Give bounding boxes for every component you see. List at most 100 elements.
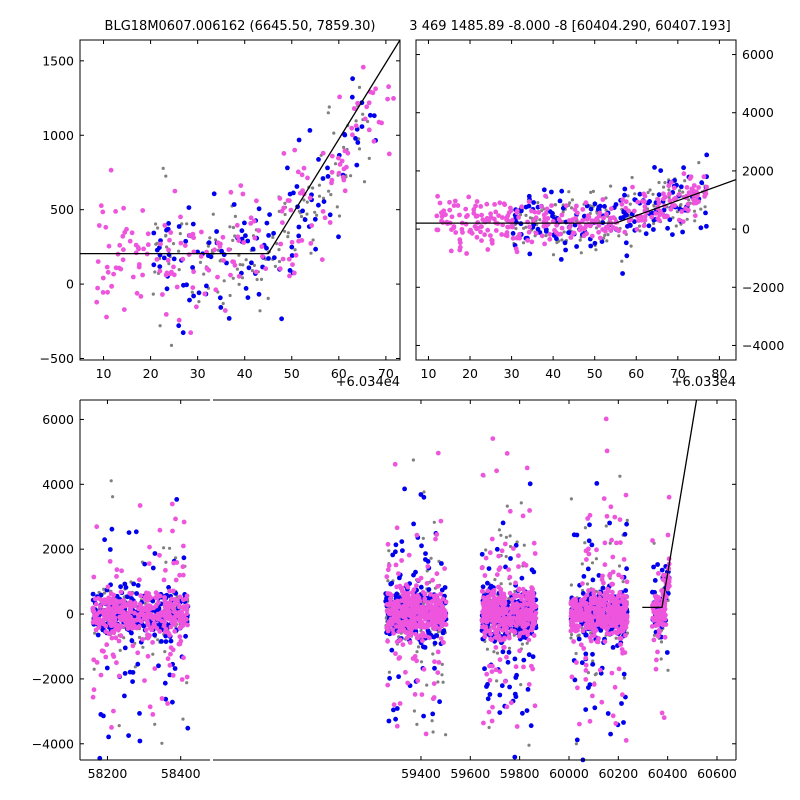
pink-data-point [350,132,355,138]
pink-data-point [434,571,440,577]
pink-data-point [478,224,484,230]
pink-data-point [355,100,360,106]
gray-data-point [412,709,416,713]
pink-data-point [578,609,583,615]
pink-data-point [485,618,490,624]
gray-data-point [162,546,166,550]
pink-data-point [606,617,612,622]
pink-data-point [590,693,595,699]
pink-data-point [504,607,509,613]
pink-data-point [95,285,100,291]
pink-data-point [287,198,292,204]
blue-data-point [250,246,256,252]
y-tick-label: 4000 [742,105,774,120]
pink-data-point [138,294,144,299]
pink-data-point [448,248,454,254]
pink-data-point [577,721,582,727]
pink-data-point [438,518,444,524]
pink-data-point [286,256,292,262]
pink-data-point [575,210,580,216]
pink-data-point [513,594,519,599]
pink-data-point [143,627,149,633]
blue-data-point [184,282,190,288]
blue-data-point [183,238,189,244]
gray-data-point [321,196,326,200]
pink-data-point [393,651,398,657]
top-right-x-offset-label: +6.033e4 [672,375,736,390]
pink-data-point [157,629,163,634]
pink-data-point [104,642,110,648]
pink-data-point [642,214,648,219]
pink-data-point [434,213,440,219]
pink-data-point [180,564,186,570]
pink-data-point [513,664,519,670]
pink-data-point [574,623,579,629]
pink-data-point [681,171,687,177]
pink-data-point [100,209,106,215]
gray-data-point [221,301,225,306]
blue-data-point [107,547,113,552]
pink-data-point [543,193,548,199]
pink-data-point [501,591,507,597]
pink-data-point [493,228,499,233]
pink-data-point [580,581,585,586]
blue-data-point [300,208,305,214]
gray-data-point [311,186,315,190]
pink-data-point [451,225,457,231]
gray-data-point [560,238,564,242]
blue-data-point [129,630,134,636]
gray-data-point [415,722,419,727]
blue-data-point [130,679,136,684]
pink-data-point [98,604,103,609]
pink-data-point [520,586,526,592]
pink-data-point [379,120,384,126]
blue-data-point [208,254,214,260]
pink-data-point [120,598,126,603]
pink-data-point [696,185,701,190]
blue-data-point [127,669,133,675]
gray-data-point [487,725,491,730]
pink-data-point [507,508,513,514]
gray-data-point [171,242,176,246]
pink-data-point [573,215,578,221]
pink-data-point [642,193,648,199]
blue-data-point [256,291,262,297]
gray-data-point [569,497,574,501]
blue-data-point [359,124,365,129]
pink-data-point [373,86,378,92]
pink-data-point [634,226,640,232]
pink-data-point [172,628,178,634]
pink-data-point [574,660,579,665]
blue-data-point [196,290,202,296]
gray-data-point [154,222,158,226]
pink-data-point [621,593,626,598]
pink-data-point [482,634,488,640]
pink-data-point [163,567,168,573]
pink-data-point [439,210,444,216]
gray-data-point [161,166,165,170]
pink-data-point [342,148,348,154]
pink-data-point [525,238,530,243]
gray-data-point [625,518,629,523]
pink-data-point [426,635,432,641]
gray-data-point [357,147,362,151]
gray-data-point [588,204,593,208]
gray-data-point [621,580,625,584]
blue-data-point [170,699,175,705]
blue-data-point [698,225,704,231]
pink-data-point [487,614,492,619]
pink-data-point [387,623,393,628]
pink-data-point [614,630,620,636]
blue-data-point [596,573,602,578]
x-tick-label: 30 [504,366,520,381]
blue-data-point [656,192,662,198]
blue-data-point [699,180,705,186]
pink-data-point [481,595,486,600]
pink-data-point [620,605,626,611]
gray-data-point [231,238,235,242]
pink-data-point [395,602,401,608]
pink-data-point [503,232,509,238]
pink-data-point [684,185,690,190]
pink-data-point [128,591,134,597]
gray-data-point [591,659,595,663]
